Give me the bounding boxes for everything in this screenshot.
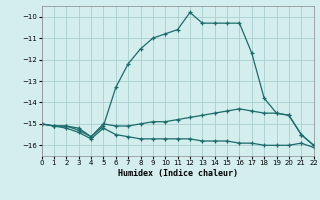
- X-axis label: Humidex (Indice chaleur): Humidex (Indice chaleur): [118, 169, 237, 178]
